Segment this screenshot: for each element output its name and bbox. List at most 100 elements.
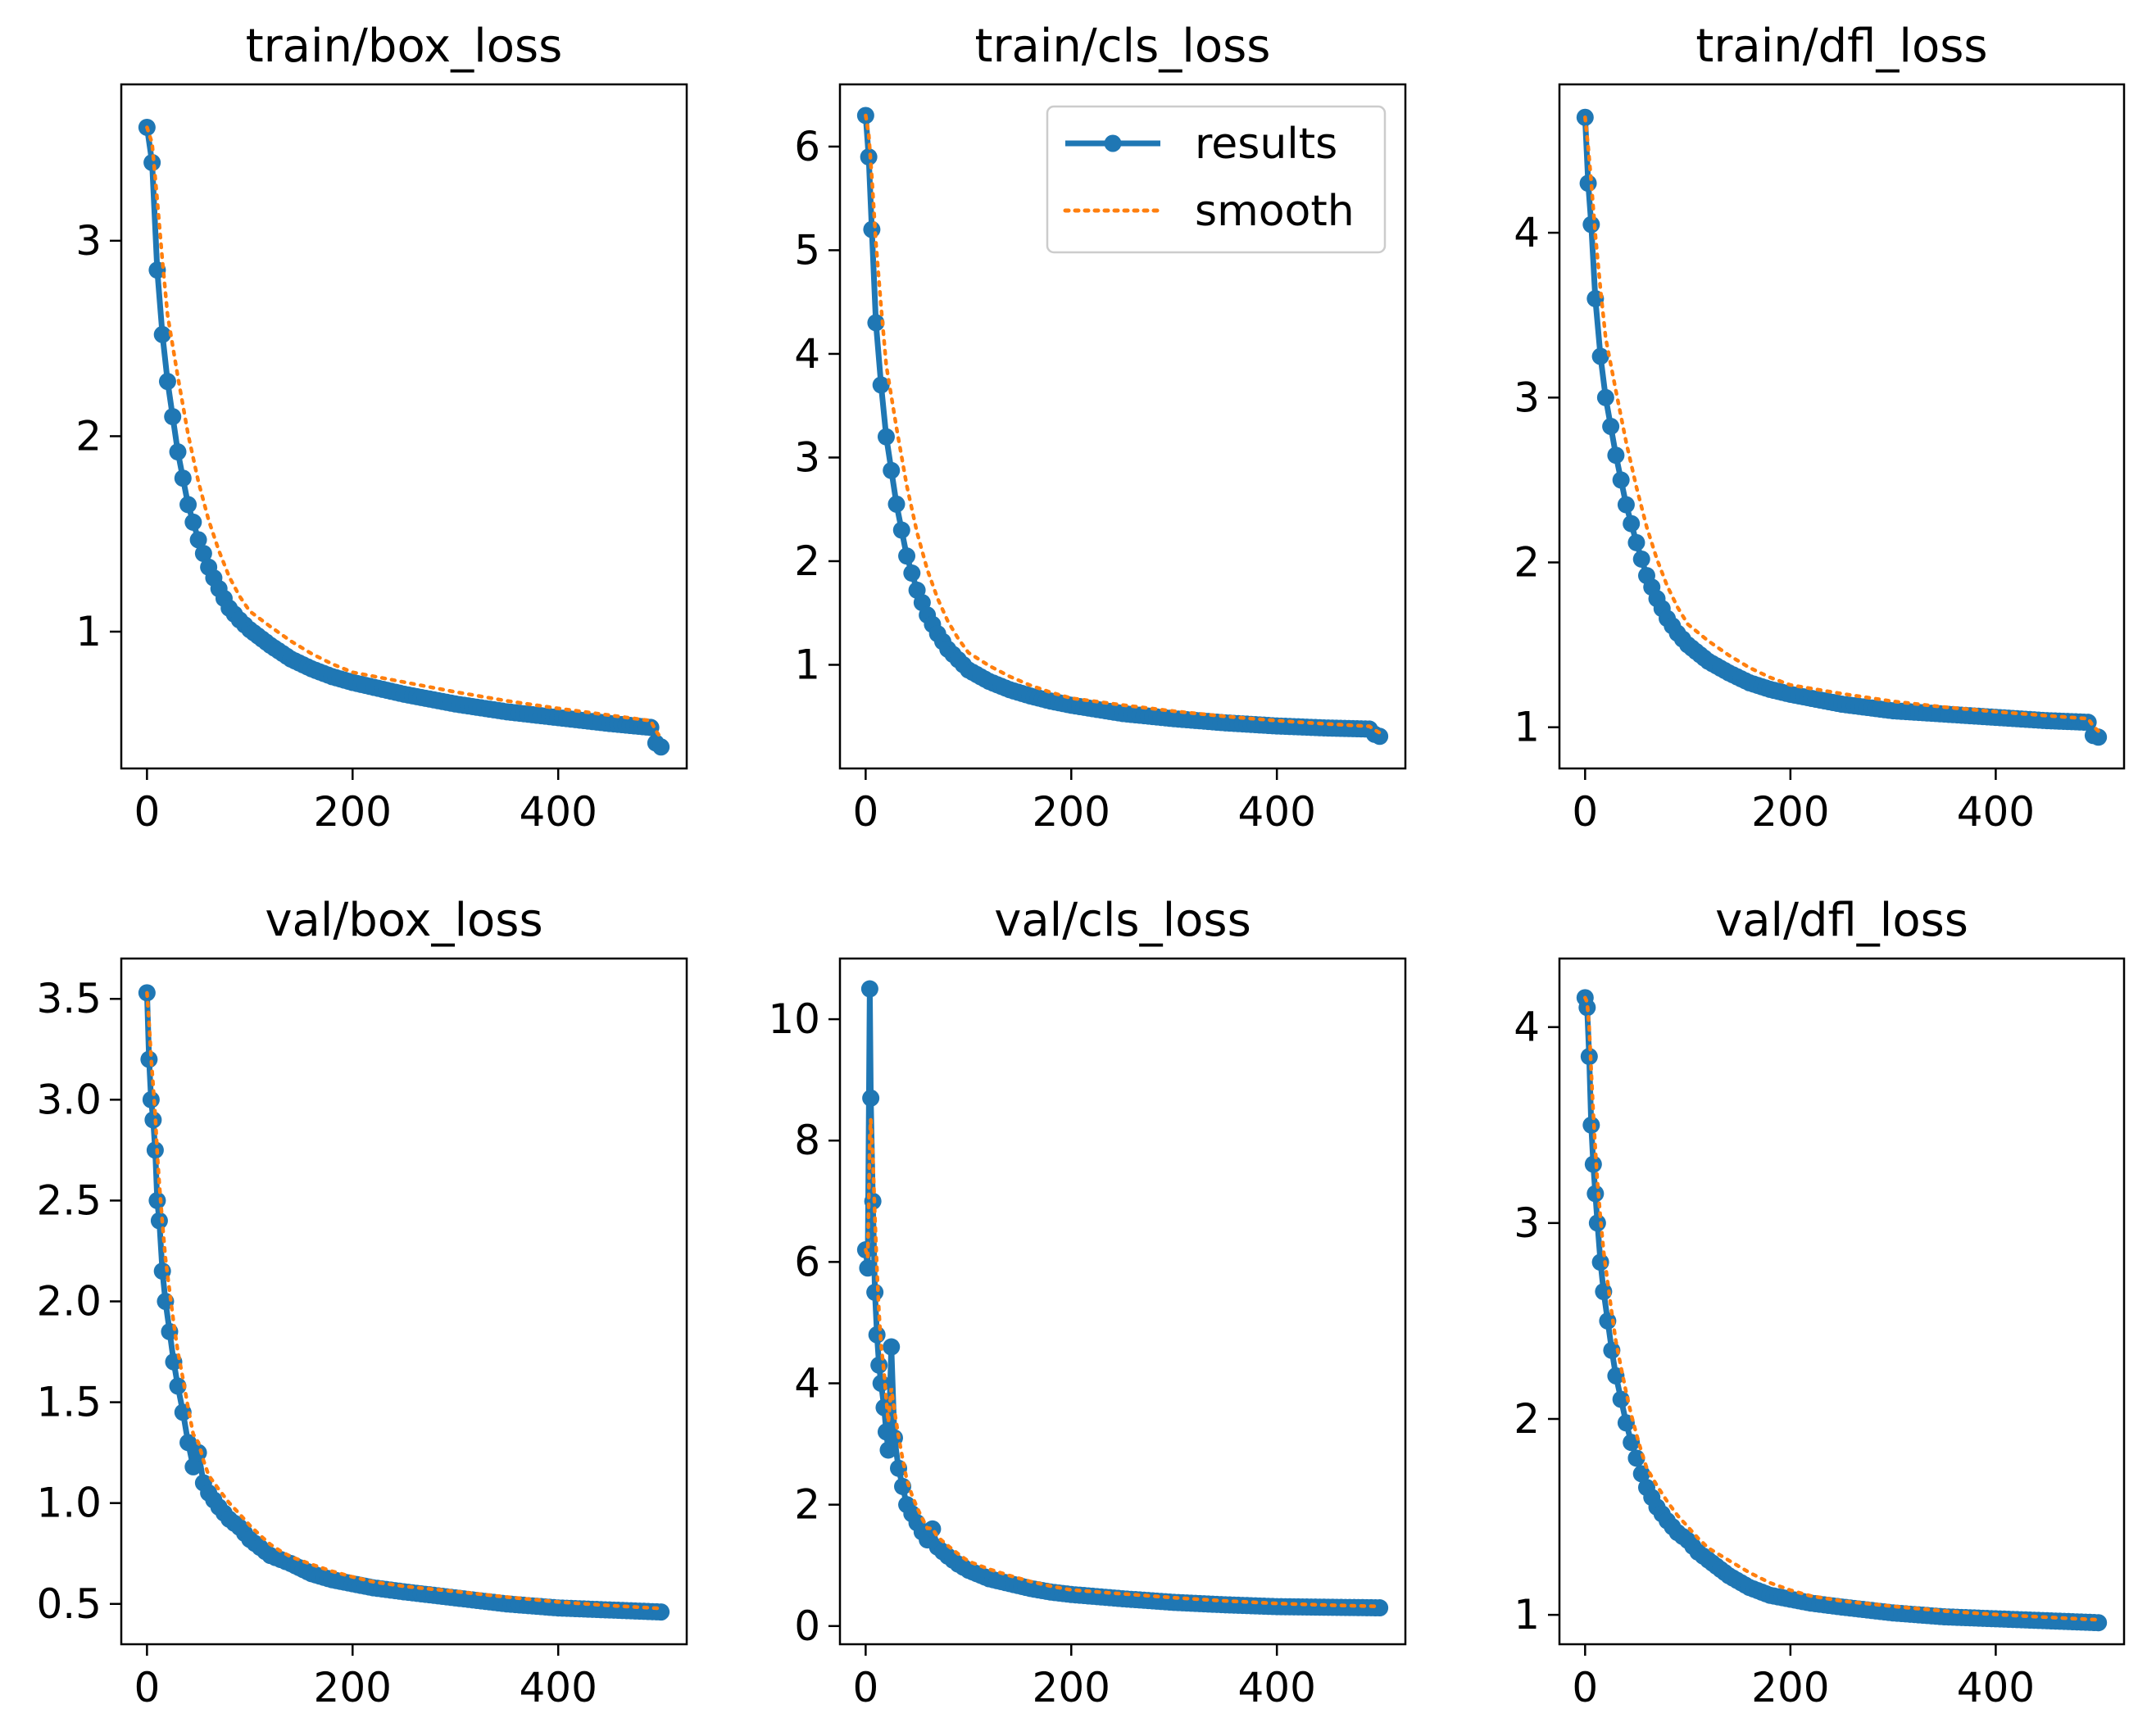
panel-train-cls-loss: train/cls_loss 0 200 400 1 2 3 4 5 6 results smooth <box>794 20 1407 836</box>
data-point <box>652 738 670 756</box>
plot-area <box>138 118 670 756</box>
data-point <box>872 1374 890 1392</box>
y-tick-label: 4 <box>794 330 820 378</box>
axes-frame <box>120 957 688 1646</box>
plot-area <box>856 107 1389 746</box>
data-point <box>1612 1390 1630 1408</box>
panel-title: train/box_loss <box>246 20 563 73</box>
data-point <box>143 153 161 171</box>
data-point <box>1632 550 1650 568</box>
panel-title: val/dfl_loss <box>1715 894 1968 947</box>
data-point <box>883 461 901 479</box>
axes-frame <box>120 83 688 770</box>
series-line-smooth <box>864 113 1382 735</box>
plot-area <box>1576 108 2108 746</box>
data-point <box>1584 1155 1602 1173</box>
x-tick-label: 400 <box>1237 1664 1315 1711</box>
y-tick-label: 5 <box>794 226 820 274</box>
legend-label-results: results <box>1195 120 1337 169</box>
y-tick-label: 2 <box>75 412 102 460</box>
data-point <box>872 376 890 394</box>
data-point <box>164 408 182 426</box>
data-point <box>892 521 910 539</box>
panel-title: val/box_loss <box>265 894 542 947</box>
series-line-smooth <box>1583 115 2100 733</box>
y-tick-label: 2 <box>794 1481 820 1529</box>
panel-title: train/dfl_loss <box>1695 20 1987 73</box>
data-point <box>169 1377 187 1395</box>
y-tick-label: 1 <box>1514 704 1540 751</box>
plot-area <box>138 984 670 1621</box>
data-point <box>1582 1116 1600 1134</box>
y-tick-label: 2 <box>794 537 820 585</box>
data-point <box>867 314 885 332</box>
data-point <box>860 980 878 998</box>
data-point <box>189 531 207 549</box>
x-tick-label: 200 <box>1751 788 1829 836</box>
data-point <box>189 1444 207 1462</box>
data-point <box>169 443 187 461</box>
data-point <box>1627 533 1645 551</box>
data-point <box>1617 496 1635 514</box>
data-point <box>144 1111 162 1129</box>
axes-frame <box>838 957 1407 1646</box>
x-tick-label: 200 <box>314 788 392 836</box>
x-tick-label: 400 <box>1957 788 2035 836</box>
data-point <box>1599 1312 1617 1330</box>
y-tick-label: 6 <box>794 1238 820 1285</box>
y-tick-label: 10 <box>768 995 820 1043</box>
legend-swatch-marker <box>1104 134 1122 152</box>
panel-title: train/cls_loss <box>975 20 1271 73</box>
x-tick-label: 0 <box>1572 788 1598 836</box>
data-point <box>153 325 171 343</box>
y-tick-label: 1 <box>1514 1591 1540 1639</box>
x-tick-label: 400 <box>1957 1664 2035 1711</box>
y-tick-label: 3 <box>1514 1199 1540 1247</box>
y-tick-label: 1 <box>794 641 820 688</box>
series-line-smooth <box>1583 995 2100 1622</box>
x-tick-label: 400 <box>519 1664 597 1711</box>
panel-val-box-loss: val/box_loss 0 200 400 0.5 1.0 1.5 2.0 2.5 3.0 3.5 <box>36 894 688 1711</box>
y-tick-label: 4 <box>794 1359 820 1407</box>
axes-frame <box>1558 957 2126 1646</box>
data-point <box>1623 1434 1641 1452</box>
data-point <box>2090 728 2108 746</box>
data-point <box>1371 1599 1389 1617</box>
data-point <box>148 1191 166 1209</box>
x-tick-label: 0 <box>134 788 160 836</box>
axes-frame <box>1558 83 2126 770</box>
y-tick-label: 0 <box>794 1602 820 1650</box>
data-point <box>1596 388 1614 406</box>
y-tick-label: 2 <box>1514 538 1540 586</box>
data-point <box>184 1457 202 1475</box>
x-tick-label: 0 <box>134 1664 160 1711</box>
data-point <box>150 1212 168 1230</box>
data-point <box>1603 1341 1621 1359</box>
data-point <box>142 1090 160 1108</box>
legend-label-smooth: smooth <box>1195 187 1355 236</box>
data-point <box>179 496 197 514</box>
y-tick-label: 2.0 <box>36 1278 102 1326</box>
data-point <box>868 1326 886 1344</box>
y-tick-label: 4 <box>1514 1004 1540 1051</box>
data-point <box>1588 1214 1606 1232</box>
data-point <box>1586 1185 1605 1203</box>
x-tick-label: 0 <box>852 788 878 836</box>
panel-train-box-loss: train/box_loss 0 200 400 1 2 3 <box>75 20 688 836</box>
data-point <box>652 1603 670 1621</box>
series-line-smooth <box>145 125 663 741</box>
data-point <box>1595 1283 1613 1301</box>
data-point <box>1623 514 1641 533</box>
y-tick-label: 8 <box>794 1117 820 1164</box>
data-point <box>1612 471 1630 489</box>
x-tick-label: 0 <box>1572 1664 1598 1711</box>
panel-title: val/cls_loss <box>994 894 1251 947</box>
x-tick-label: 400 <box>1237 788 1315 836</box>
plot-area <box>1576 989 2108 1632</box>
y-tick-label: 2.5 <box>36 1176 102 1224</box>
data-point <box>1602 418 1620 435</box>
data-point <box>883 1338 901 1356</box>
y-tick-label: 1.5 <box>36 1379 102 1426</box>
